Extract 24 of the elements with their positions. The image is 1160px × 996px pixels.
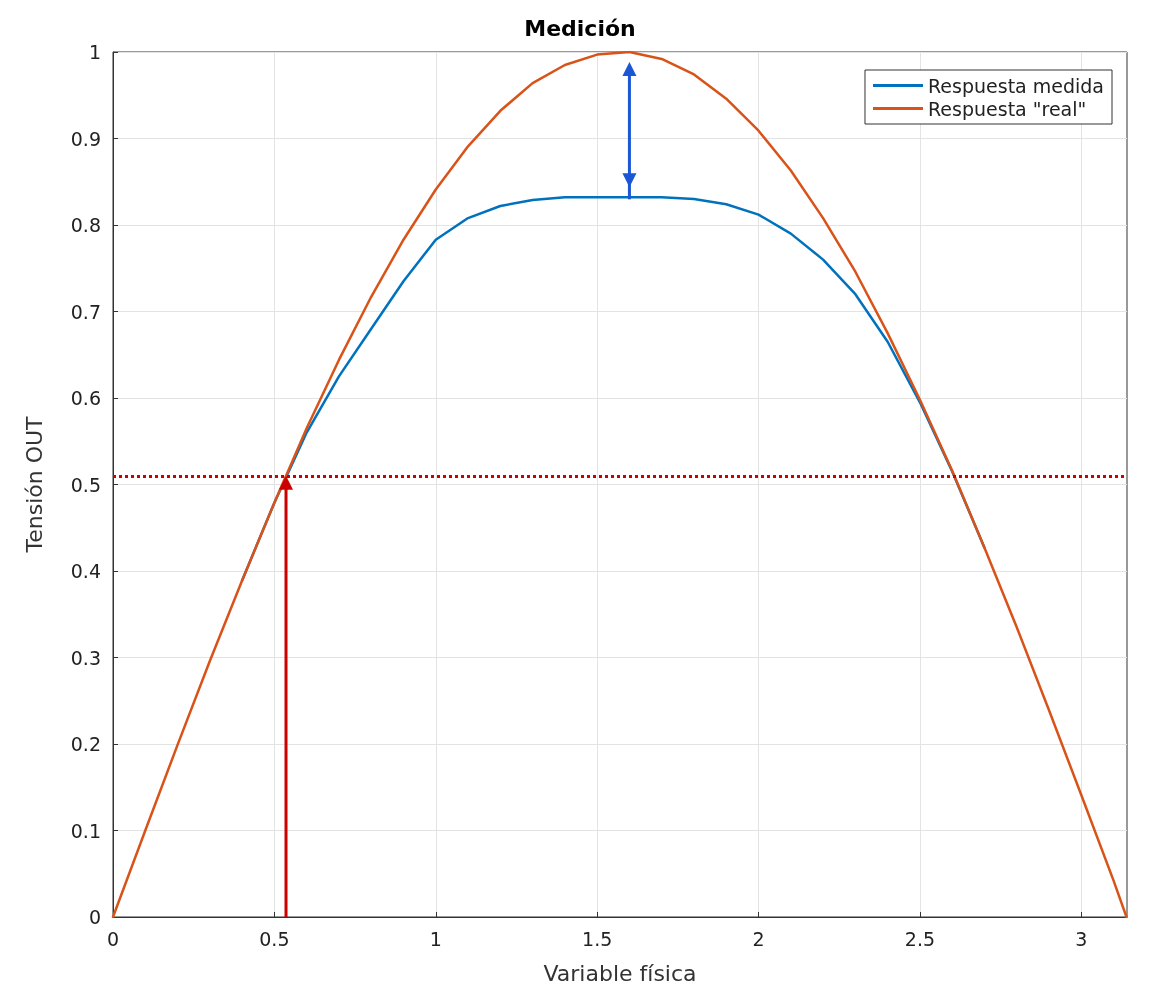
x-tick-label: 0.5 (259, 927, 290, 950)
y-tick-label: 0.3 (70, 646, 101, 669)
y-tick-label: 0.8 (70, 214, 101, 236)
x-tick-label: 2 (752, 927, 765, 950)
x-tick-label: 0 (106, 927, 120, 950)
x-tick-label: 3 (1075, 927, 1088, 950)
y-tick-label: 0.4 (70, 560, 101, 582)
legend-label: Respuesta medida (928, 74, 1105, 97)
y-tick-label: 0.6 (70, 387, 101, 409)
y-tick-label: 0.2 (70, 733, 101, 755)
y-axis-title: Tensión OUT (21, 415, 47, 554)
line-series (111, 50, 1128, 919)
x-tick-label: 2.5 (904, 927, 936, 950)
x-tick-label: 1.5 (582, 927, 613, 950)
x-tick-label: 1 (429, 927, 442, 950)
y-tick-label: 1 (88, 41, 101, 63)
y-tick-label: 0.1 (70, 819, 101, 842)
y-tick-label: 0.9 (70, 127, 101, 150)
legend-label: Respuesta "real" (928, 97, 1087, 120)
x-axis-title: Variable física (543, 960, 697, 986)
y-tick-label: 0.7 (70, 300, 101, 323)
y-tick-label: 0.5 (70, 473, 101, 496)
chart-title: Medición (524, 15, 636, 41)
y-tick-label: 0 (88, 906, 101, 928)
